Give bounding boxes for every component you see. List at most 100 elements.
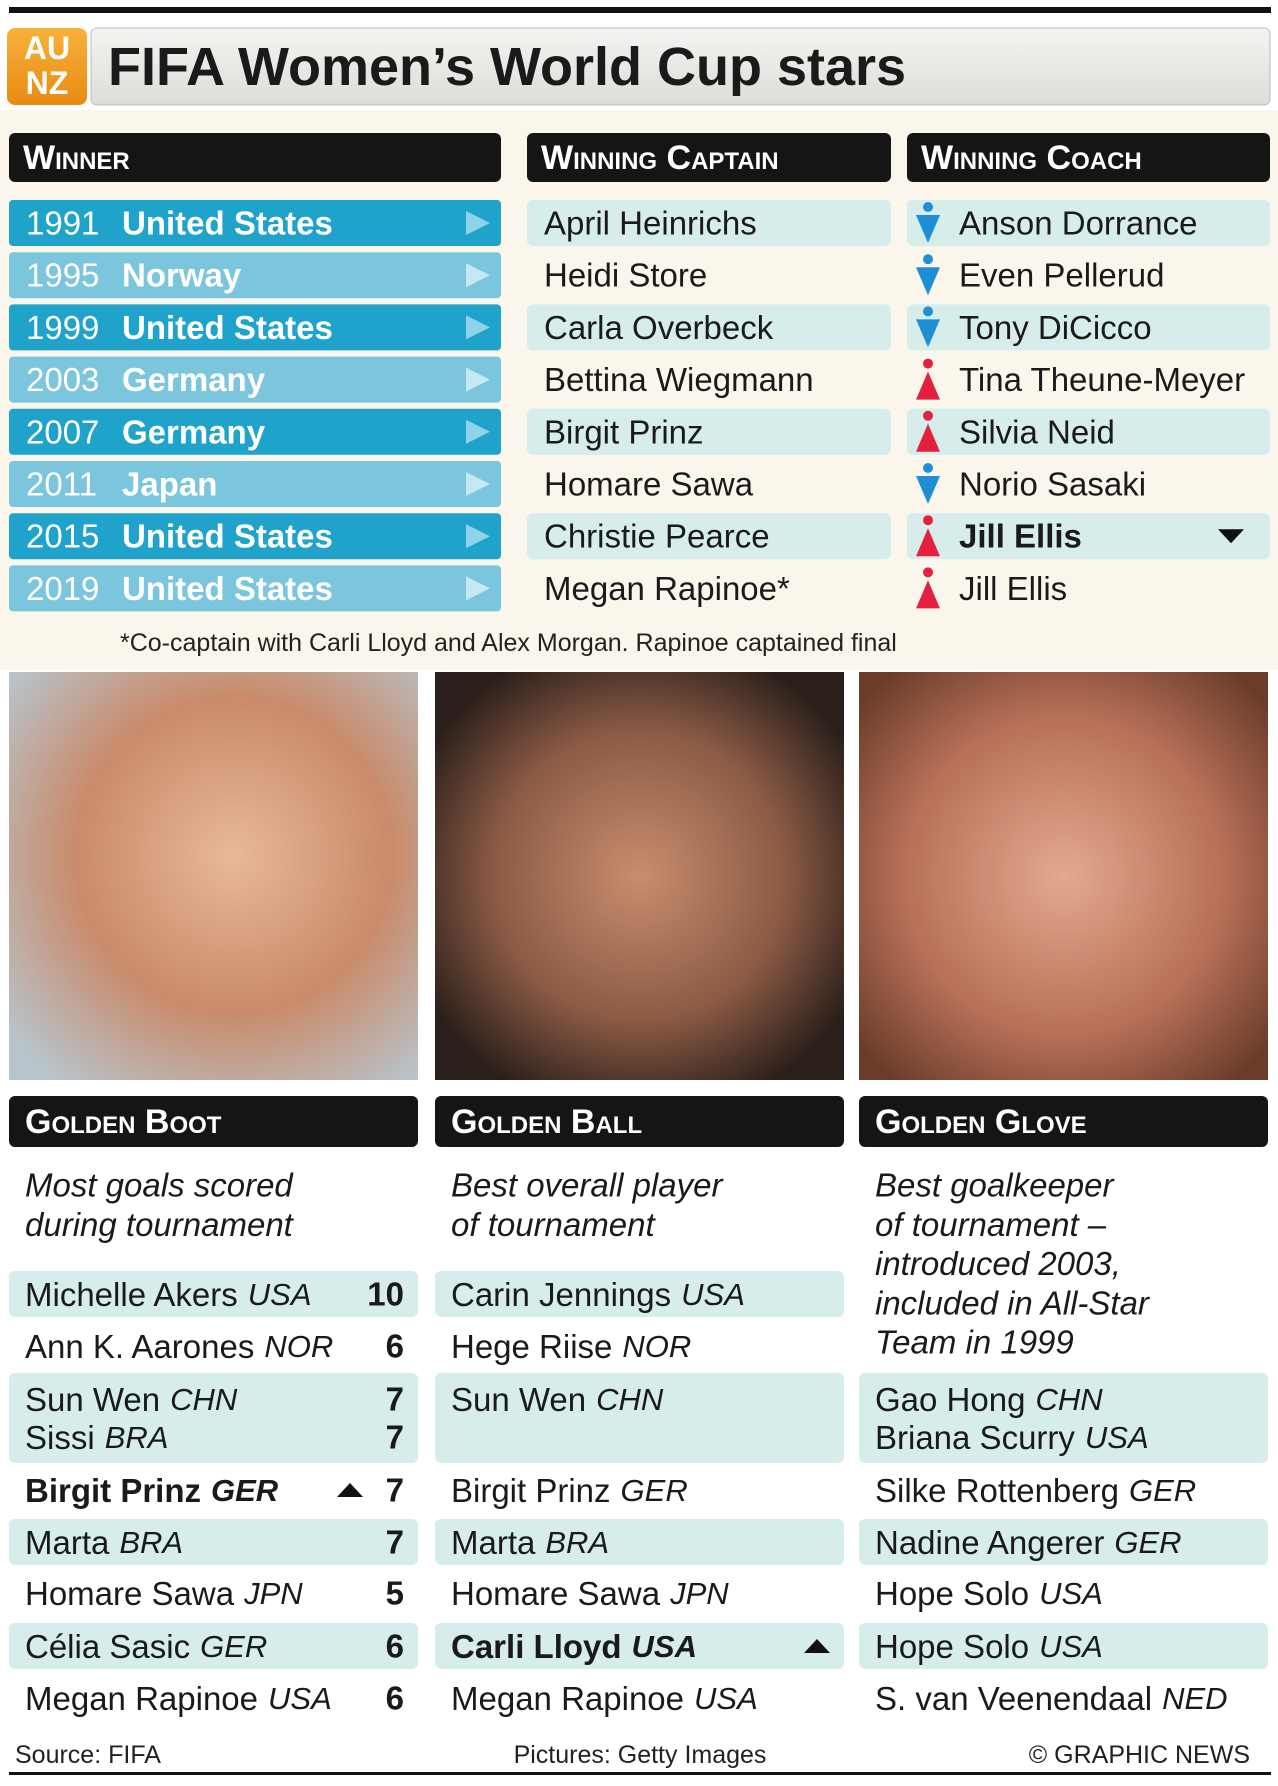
winner-name: Sissi (25, 1419, 95, 1456)
goals: 7 (386, 1381, 404, 1418)
winner-name: Megan Rapinoe (451, 1680, 684, 1717)
award-header: Golden Boot (25, 1103, 222, 1141)
winner-name: Megan Rapinoe (25, 1680, 258, 1717)
row-arrow (466, 524, 490, 549)
award-entry: Nadine Angerer GER (875, 1524, 1182, 1561)
goals: 7 (386, 1524, 404, 1561)
country-code: NOR (264, 1329, 333, 1364)
award-entry: Megan Rapinoe USA (25, 1680, 332, 1717)
winner-name: S. van Veenendaal (875, 1680, 1152, 1717)
country-code: USA (694, 1681, 758, 1716)
winner-country: Germany (122, 361, 266, 398)
goals: 10 (367, 1276, 404, 1313)
award-entry: Ann K. Aarones NOR (25, 1328, 333, 1365)
column-header: Winning Captain (541, 139, 779, 177)
winner-year: 2011 (26, 466, 97, 503)
row-arrow (466, 263, 490, 288)
captain-row (527, 200, 891, 246)
captain: Homare Sawa (544, 466, 754, 503)
row-arrow (466, 576, 490, 601)
goals: 7 (386, 1419, 404, 1456)
winner-year: 1991 (26, 205, 99, 242)
coach-icon (916, 371, 940, 400)
captain: April Heinrichs (544, 205, 757, 242)
logo-text: NZ (26, 65, 69, 101)
award-description: Most goals scored (25, 1167, 294, 1204)
winner-name: Hope Solo (875, 1628, 1029, 1665)
award-row (435, 1519, 844, 1565)
coach: Tony DiCicco (959, 309, 1152, 346)
winner-country: United States (122, 518, 333, 555)
goals: 6 (386, 1680, 404, 1717)
coach-icon (923, 567, 933, 578)
coach-icon (916, 319, 940, 348)
coach-icon (916, 423, 940, 452)
winner-name: Carli Lloyd (451, 1628, 622, 1665)
coach: Tina Theune-Meyer (959, 361, 1245, 398)
award-entry: Sun Wen CHN (451, 1381, 664, 1418)
top-rule (9, 7, 1271, 13)
winner-country: Japan (122, 466, 217, 503)
award-entry: Gao Hong CHN (875, 1381, 1103, 1418)
link-arrow (804, 1639, 830, 1653)
winner-name: Briana Scurry (875, 1419, 1075, 1456)
award-entry: Sissi BRA (25, 1419, 168, 1456)
country-code: GER (1114, 1525, 1181, 1560)
award-entry: Marta BRA (25, 1524, 183, 1561)
award-row (9, 1623, 418, 1669)
coach: Norio Sasaki (959, 466, 1146, 503)
coach-icon (923, 306, 933, 317)
winner-year: 1995 (26, 257, 99, 294)
country-code: USA (1085, 1420, 1149, 1455)
winner-row (9, 304, 501, 351)
award-row (435, 1373, 844, 1463)
award-description: Team in 1999 (875, 1324, 1074, 1361)
photo (9, 672, 418, 1080)
title: FIFA Women’s World Cup stars (108, 37, 906, 97)
award-entry: Carin Jennings USA (451, 1276, 745, 1313)
award-description: included in All-Star (875, 1284, 1151, 1321)
bottom-rule (9, 1772, 1271, 1775)
captain: Christie Pearce (544, 518, 770, 555)
link-arrow (1218, 529, 1244, 544)
country-code: USA (632, 1629, 697, 1664)
coach-icon (923, 358, 933, 369)
winner-row (9, 408, 501, 455)
captain: Heidi Store (544, 257, 707, 294)
winner-name: Hope Solo (875, 1575, 1029, 1612)
award-row (435, 1271, 844, 1317)
award-header: Golden Glove (875, 1103, 1087, 1141)
award-entry: Homare Sawa JPN (25, 1575, 303, 1612)
winner-name: Gao Hong (875, 1381, 1025, 1418)
column-header: Winning Coach (921, 139, 1142, 177)
award-header-bg (859, 1096, 1268, 1147)
winner-row (9, 461, 501, 507)
country-code: CHN (1035, 1382, 1103, 1417)
winner-year: 2007 (26, 413, 99, 450)
winner-row (9, 252, 501, 299)
coach-icon (923, 410, 933, 421)
award-entry: Silke Rottenberg GER (875, 1472, 1196, 1509)
country-code: JPN (669, 1576, 729, 1611)
title-bar (90, 27, 1271, 106)
row-arrow (466, 419, 490, 444)
row-arrow (466, 315, 490, 340)
column-header-bg (907, 133, 1270, 182)
goals: 6 (386, 1628, 404, 1665)
country-code: CHN (170, 1382, 238, 1417)
award-entry: Briana Scurry USA (875, 1419, 1149, 1456)
winner-name: Carin Jennings (451, 1276, 671, 1313)
winner-row (9, 513, 501, 560)
award-entry: Megan Rapinoe USA (451, 1680, 758, 1717)
winner-name: Birgit Prinz (25, 1472, 201, 1509)
winner-country: Norway (122, 257, 242, 294)
coach-icon (923, 515, 933, 526)
country-code: BRA (105, 1420, 169, 1455)
award-description: Best goalkeeper (875, 1167, 1116, 1204)
country-code: USA (1039, 1629, 1103, 1664)
captain: Birgit Prinz (544, 413, 704, 450)
country-code: USA (268, 1681, 332, 1716)
goals: 7 (386, 1472, 404, 1509)
award-row (859, 1373, 1268, 1463)
country-code: JPN (243, 1576, 303, 1611)
